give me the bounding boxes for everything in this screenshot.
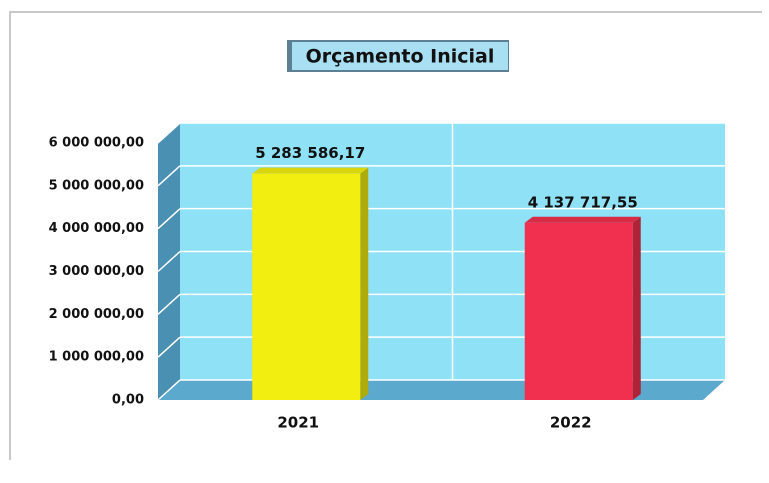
plot-area: 0,00 1 000 000,00 2 000 000,00 3 000 000,00… <box>49 122 725 432</box>
y-tick-label: 6 000 000,00 <box>49 136 144 151</box>
y-tick-label: 4 000 000,00 <box>49 221 144 236</box>
bar <box>252 173 361 400</box>
y-tick-label: 1 000 000,00 <box>49 350 144 365</box>
bar-top <box>524 216 641 223</box>
side-grid-line <box>157 336 181 358</box>
bar <box>524 222 633 400</box>
side-grid-line <box>157 122 181 144</box>
y-tick-label: 5 000 000,00 <box>49 178 144 193</box>
x-tick-label: 2021 <box>277 414 319 432</box>
title-box <box>292 42 508 70</box>
bar-side <box>632 216 641 400</box>
side-grid-line <box>157 165 181 187</box>
y-tick-label: 2 000 000,00 <box>49 307 144 322</box>
side-grid-line <box>157 379 181 401</box>
bar-side <box>360 167 369 400</box>
x-tick-label: 2022 <box>550 414 592 432</box>
y-tick-label: 3 000 000,00 <box>49 264 144 279</box>
bar-top <box>252 167 369 174</box>
side-grid-line <box>157 208 181 230</box>
value-label: 4 137 717,55 <box>528 193 638 211</box>
value-label: 5 283 586,17 <box>255 144 365 162</box>
chart-title: Orçamento Inicial <box>306 46 495 68</box>
frame <box>9 11 762 460</box>
side-grid-line <box>157 250 181 273</box>
y-tick-label: 0,00 <box>112 393 144 408</box>
side-grid-line <box>157 293 181 315</box>
